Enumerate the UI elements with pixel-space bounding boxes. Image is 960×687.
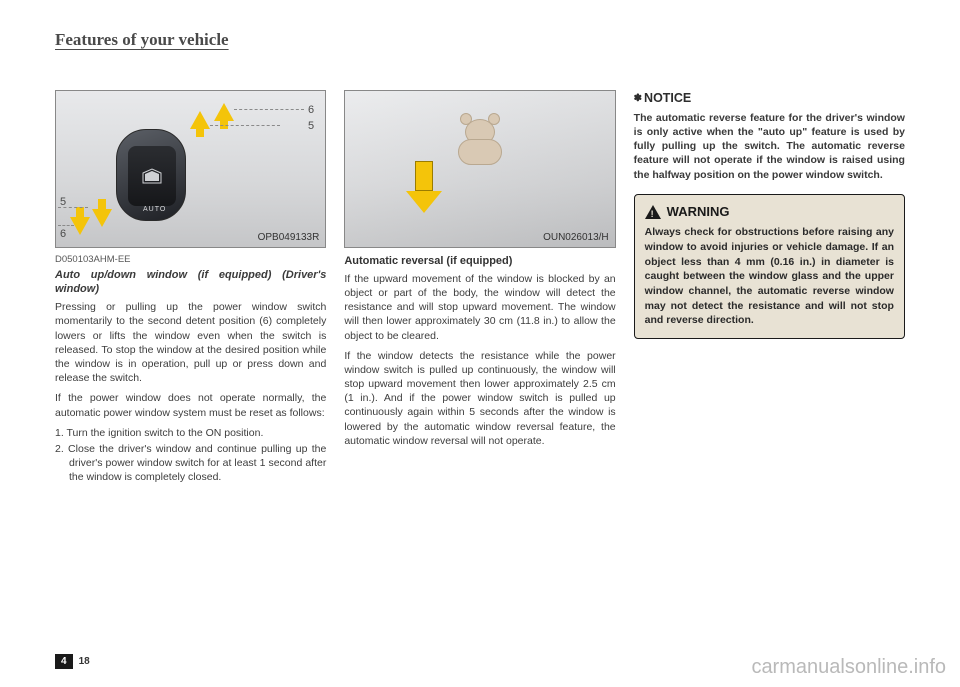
column-1: AUTO 6 5 5 6 OPB049133R: [55, 90, 326, 490]
arrow-down-outer-icon: [70, 217, 90, 235]
arrow-up-inner-icon: [190, 111, 210, 129]
warning-box: WARNING Always check for obstructions be…: [634, 194, 905, 339]
auto-label: AUTO: [143, 205, 166, 214]
reset-steps-list: 1. Turn the ignition switch to the ON po…: [55, 426, 326, 485]
notice-text: The automatic reverse feature for the dr…: [634, 111, 905, 182]
figure-label: OPB049133R: [258, 231, 320, 245]
arrow-down-inner-icon: [92, 209, 112, 227]
warning-heading: WARNING: [645, 203, 894, 221]
callout-num: 6: [308, 103, 314, 118]
column-3: ✽NOTICE The automatic reverse feature fo…: [634, 90, 905, 490]
page-header: Features of your vehicle: [55, 30, 905, 50]
notice-heading-text: NOTICE: [644, 91, 691, 105]
notice-heading: ✽NOTICE: [634, 90, 905, 107]
figure-window-switch: AUTO 6 5 5 6 OPB049133R: [55, 90, 326, 248]
callout-num: 5: [308, 119, 314, 134]
page-number: 4 18: [55, 654, 96, 669]
warning-heading-text: WARNING: [667, 203, 730, 221]
switch-inner-icon: [128, 146, 176, 206]
manual-page: Features of your vehicle AUTO: [0, 0, 960, 687]
section-subtitle: Auto up/down window (if equipped) (Drive…: [55, 269, 326, 297]
warning-triangle-icon: [645, 205, 661, 219]
switch-body-icon: AUTO: [116, 129, 186, 221]
arrow-stem-icon: [98, 199, 106, 209]
column-2: OUN026013/H Automatic reversal (if equip…: [344, 90, 615, 490]
warning-text: Always check for obstructions before rai…: [645, 225, 894, 328]
page-num-value: 18: [73, 654, 96, 669]
dash-line-icon: [210, 125, 280, 126]
window-glyph-icon: [141, 167, 163, 185]
doc-code: D050103AHM-EE: [55, 254, 326, 267]
arrow-down-icon: [415, 161, 442, 213]
list-item: 1. Turn the ignition switch to the ON po…: [55, 426, 326, 440]
paragraph: If the window detects the resistance whi…: [344, 349, 615, 448]
section-heading: Automatic reversal (if equipped): [344, 254, 615, 269]
dash-line-icon: [58, 225, 74, 226]
paragraph: Pressing or pulling up the power window …: [55, 300, 326, 385]
list-item: 2. Close the driver's window and continu…: [55, 442, 326, 485]
content-columns: AUTO 6 5 5 6 OPB049133R: [55, 90, 905, 490]
dash-line-icon: [234, 109, 304, 110]
arrow-up-outer-icon: [214, 103, 234, 121]
notice-star-icon: ✽: [634, 93, 642, 104]
callout-num: 6: [60, 227, 66, 242]
figure-label: OUN026013/H: [543, 231, 609, 245]
section-number: 4: [55, 654, 73, 669]
paragraph: If the upward movement of the window is …: [344, 272, 615, 343]
teddy-bear-icon: [450, 111, 510, 166]
watermark: carmanualsonline.info: [751, 656, 946, 679]
paragraph: If the power window does not operate nor…: [55, 391, 326, 419]
callout-num: 5: [60, 195, 66, 210]
figure-auto-reversal: OUN026013/H: [344, 90, 615, 248]
arrow-stem-icon: [76, 207, 84, 217]
